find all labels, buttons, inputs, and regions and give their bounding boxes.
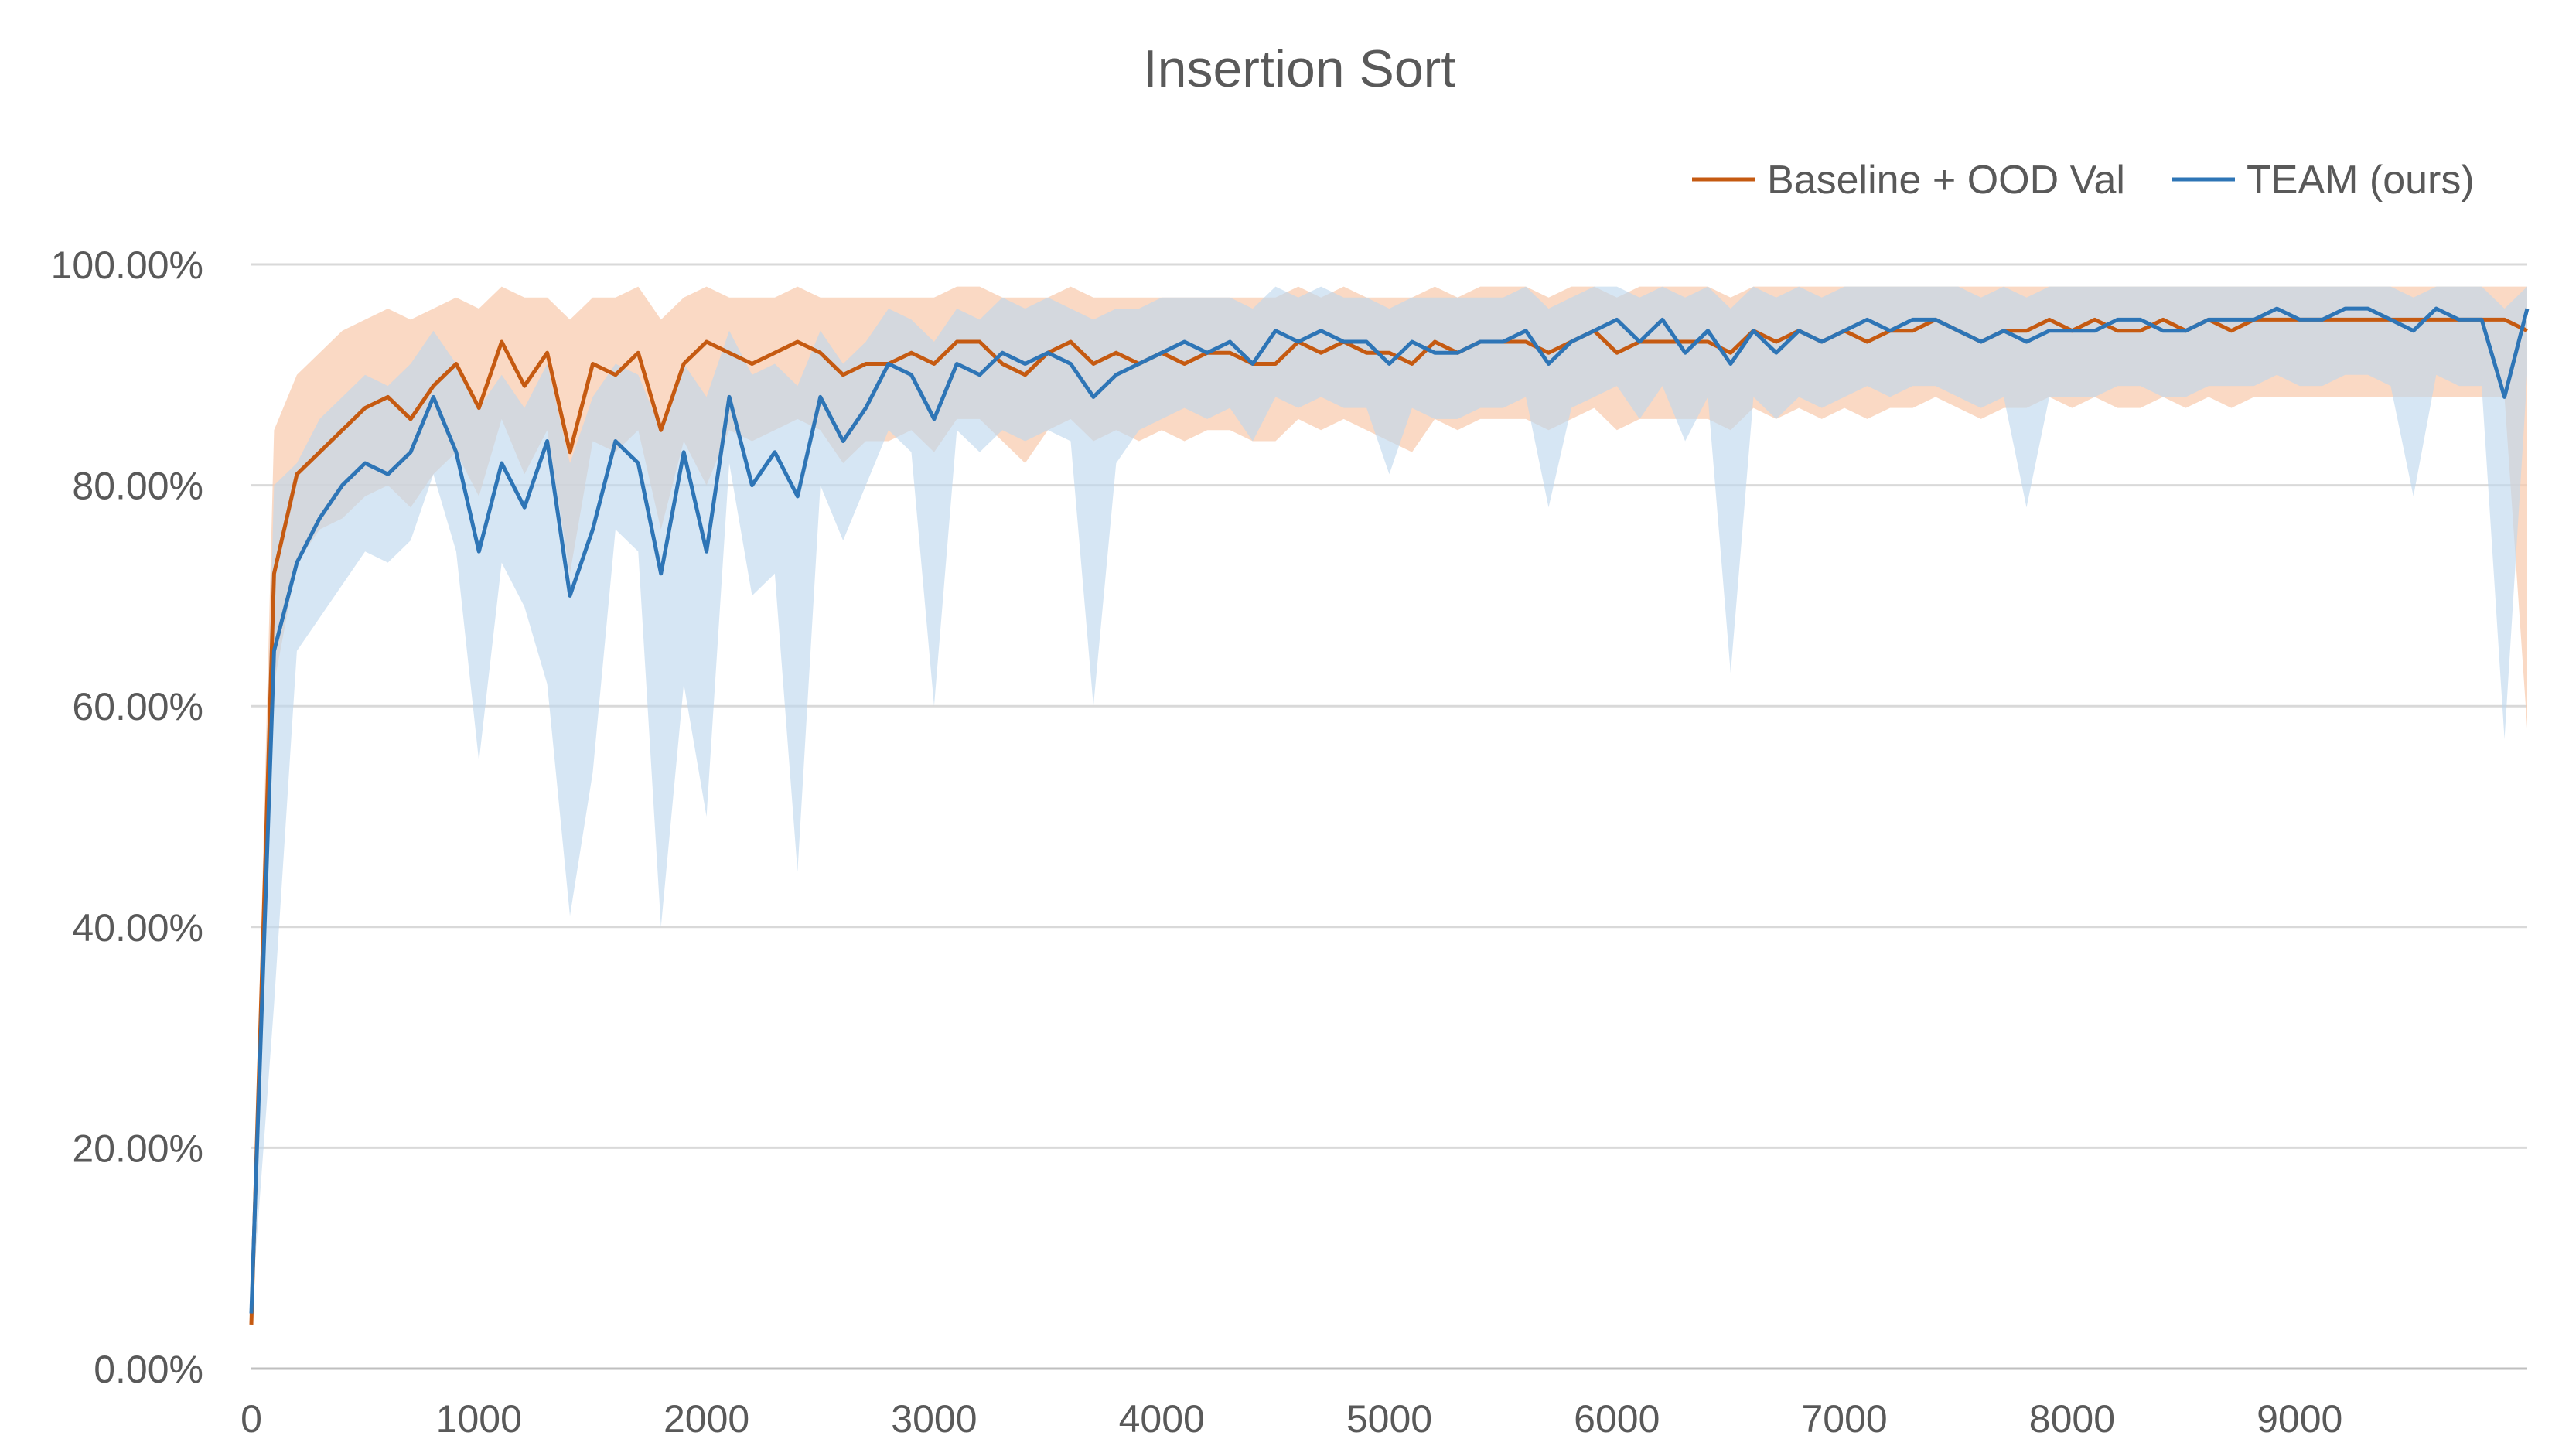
series-lines (249, 306, 2530, 1325)
legend-label-baseline: Baseline + OOD Val (1767, 158, 2125, 203)
x-tick-label-5: 5000 (1346, 1397, 1432, 1441)
x-tick-label-4: 4000 (1119, 1397, 1205, 1441)
band-baseline (251, 286, 2527, 1325)
x-axis-tick-labels: 0 1000 2000 3000 4000 5000 6000 7000 8000 9000 (241, 1397, 2342, 1441)
y-tick-label-0: 0.00% (94, 1348, 203, 1391)
x-tick-label-7: 7000 (1801, 1397, 1887, 1441)
x-tick-label-2: 2000 (664, 1397, 749, 1441)
line-team (249, 306, 2530, 1314)
x-tick-label-6: 6000 (1574, 1397, 1660, 1441)
y-tick-label-4: 80.00% (72, 465, 203, 508)
x-tick-label-3: 3000 (891, 1397, 977, 1441)
y-tick-label-2: 40.00% (72, 906, 203, 950)
legend-label-team: TEAM (ours) (2247, 158, 2475, 203)
y-tick-label-3: 60.00% (72, 685, 203, 728)
x-tick-label-8: 8000 (2029, 1397, 2115, 1441)
x-tick-label-0: 0 (241, 1397, 262, 1441)
band-team (251, 286, 2527, 1314)
y-axis-tick-labels: 0.00% 20.00% 40.00% 60.00% 80.00% 100.00% (51, 244, 203, 1391)
x-tick-label-9: 9000 (2257, 1397, 2342, 1441)
x-tick-label-1: 1000 (436, 1397, 522, 1441)
y-tick-label-5: 100.00% (51, 244, 203, 287)
y-tick-label-1: 20.00% (72, 1127, 203, 1170)
chart-legend: Baseline + OOD Val TEAM (ours) (1692, 158, 2475, 203)
chart-title: Insertion Sort (1143, 39, 1456, 98)
confidence-bands (251, 286, 2527, 1325)
line-baseline (249, 317, 2529, 1325)
